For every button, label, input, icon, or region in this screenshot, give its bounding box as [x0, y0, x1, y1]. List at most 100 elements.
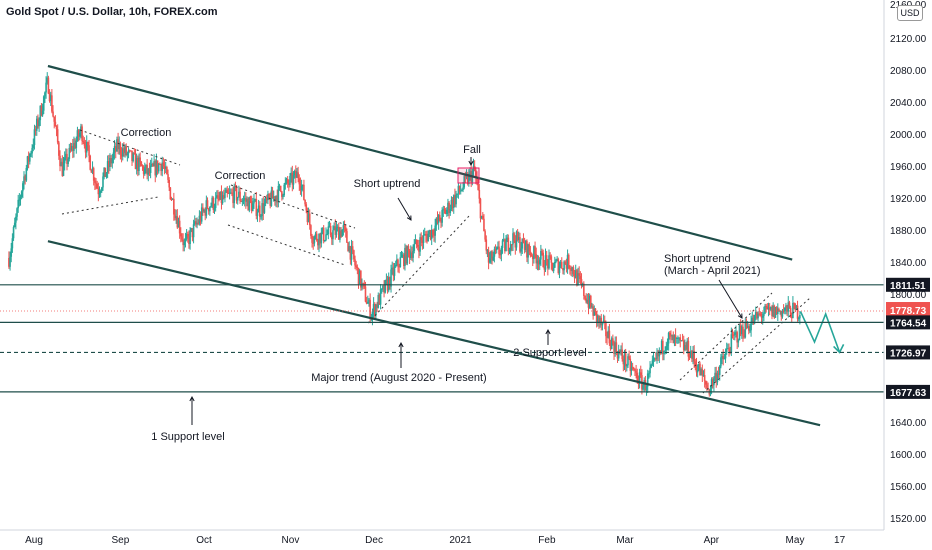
candle-body — [550, 256, 553, 263]
candle-body — [178, 220, 181, 234]
candle-body — [235, 186, 238, 201]
x-tick-label: Mar — [616, 535, 634, 546]
pattern-dotted-line[interactable] — [230, 184, 356, 229]
candle-body — [355, 265, 357, 267]
currency-button[interactable]: USD — [897, 5, 923, 21]
candle-body — [419, 237, 421, 252]
candle-body — [562, 268, 564, 271]
candle-body — [613, 343, 615, 355]
candle-body — [442, 209, 445, 211]
candle-body — [264, 197, 267, 204]
candle-body — [645, 386, 648, 391]
candle-body — [106, 161, 109, 173]
candle-body — [197, 222, 200, 224]
candle-body — [557, 259, 560, 273]
candle-body — [585, 298, 587, 303]
pattern-dotted-line[interactable] — [702, 297, 811, 394]
candle-body — [242, 199, 245, 202]
candle-body — [346, 231, 348, 243]
candle-body — [598, 315, 600, 323]
candle-body — [519, 237, 521, 252]
candle-body — [185, 233, 188, 239]
candle-body — [150, 163, 153, 166]
candle-body — [623, 353, 626, 365]
candle-body — [53, 116, 56, 122]
y-tick-label: 1600.00 — [890, 450, 927, 461]
pattern-dotted-line[interactable] — [679, 292, 773, 381]
candle-body — [45, 82, 47, 93]
channel-upper-line[interactable] — [47, 64, 793, 261]
candle-body — [420, 237, 423, 241]
candle-body — [195, 221, 197, 225]
candle-body — [288, 183, 290, 185]
projection-path — [799, 311, 841, 353]
candle-body — [634, 369, 636, 371]
candle-body — [458, 185, 461, 192]
pattern-dotted-line[interactable] — [227, 224, 346, 266]
candle-body — [55, 126, 58, 130]
candle-body — [145, 164, 147, 169]
candle-body — [695, 364, 698, 373]
candle-body — [642, 385, 644, 390]
y-tick-label: 1920.00 — [890, 194, 927, 205]
candle-body — [209, 206, 211, 212]
candle-body — [777, 309, 779, 314]
candle-body — [464, 176, 467, 178]
candle-body — [119, 143, 122, 154]
candle-body — [231, 192, 233, 194]
candle-body — [425, 234, 427, 236]
candle-body — [512, 233, 514, 245]
candle-body — [328, 225, 331, 227]
candle-body — [609, 343, 612, 350]
candle-body — [750, 322, 752, 331]
candle-body — [789, 307, 792, 318]
candle-body — [199, 215, 202, 222]
candle-body — [797, 318, 800, 320]
candle-body — [600, 317, 603, 326]
candle-body — [527, 244, 529, 258]
level-price-label: 1726.97 — [890, 348, 927, 359]
candle-body — [500, 247, 503, 255]
candle-body — [468, 173, 470, 185]
candle-body — [224, 192, 226, 199]
candle-body — [13, 222, 16, 228]
candle-body — [451, 199, 454, 208]
candle-body — [258, 205, 261, 217]
candle-body — [116, 139, 118, 152]
candle-body — [622, 359, 625, 365]
candle-body — [692, 350, 694, 359]
candle-body — [433, 234, 435, 236]
candle-body — [216, 195, 218, 198]
candle-body — [67, 158, 69, 164]
candle-body — [81, 126, 83, 141]
candle-body — [147, 168, 150, 175]
candle-body — [746, 326, 749, 329]
candle-body — [615, 342, 618, 353]
candle-body — [447, 202, 449, 210]
candle-body — [240, 200, 243, 202]
channel-lower-line[interactable] — [47, 240, 821, 427]
candle-body — [319, 233, 321, 244]
candle-body — [479, 198, 482, 219]
candle-body — [17, 199, 20, 209]
candle-body — [743, 335, 745, 338]
fall-highlight-box[interactable] — [457, 167, 480, 184]
pattern-dotted-line[interactable] — [367, 214, 471, 324]
candle-body — [497, 246, 499, 248]
annotation-text: Correction — [121, 127, 172, 139]
candle-body — [651, 360, 654, 365]
y-tick-label: 2040.00 — [890, 98, 927, 109]
candle-body — [415, 239, 418, 245]
candle-body — [134, 153, 137, 170]
candle-body — [30, 153, 32, 155]
candle-body — [670, 335, 672, 337]
candle-body — [480, 215, 483, 219]
pattern-dotted-line[interactable] — [61, 196, 159, 215]
candle-body — [78, 132, 81, 137]
candle-body — [296, 172, 298, 178]
candle-body — [373, 304, 376, 316]
candle-body — [664, 350, 666, 352]
candle-body — [456, 193, 459, 195]
candle-body — [159, 163, 161, 165]
